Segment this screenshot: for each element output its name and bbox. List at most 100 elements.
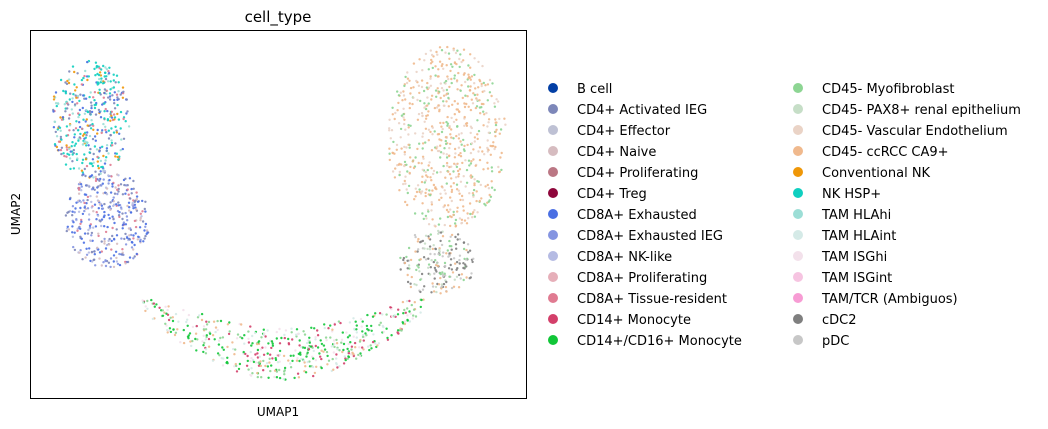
scatter-point [284, 329, 288, 332]
scatter-point [79, 132, 82, 136]
scatter-point [402, 258, 405, 262]
scatter-point [450, 136, 453, 139]
scatter-point [443, 261, 447, 265]
scatter-point [480, 82, 483, 86]
scatter-point [408, 106, 411, 110]
scatter-point [259, 348, 263, 351]
scatter-point [438, 46, 442, 49]
legend-label: CD8A+ Exhausted IEG [577, 229, 723, 244]
scatter-point [431, 282, 434, 285]
scatter-point [473, 140, 476, 143]
scatter-point [113, 116, 117, 119]
scatter-point [440, 49, 444, 52]
scatter-point [119, 93, 122, 96]
scatter-point [83, 206, 86, 209]
scatter-point [143, 207, 146, 211]
scatter-point [312, 374, 315, 378]
scatter-point [83, 141, 86, 144]
scatter-point [422, 89, 426, 93]
scatter-point [329, 336, 332, 339]
scatter-point [68, 197, 72, 201]
scatter-point [287, 337, 290, 341]
scatter-point [390, 334, 393, 337]
scatter-point [447, 52, 451, 55]
scatter-point [84, 256, 87, 259]
scatter-point [100, 79, 103, 83]
scatter-point [449, 142, 452, 146]
scatter-point [94, 175, 97, 179]
scatter-point [406, 319, 409, 322]
scatter-point [349, 341, 352, 344]
scatter-point [85, 141, 89, 144]
scatter-point [92, 96, 95, 99]
scatter-point [283, 370, 286, 373]
scatter-point [450, 77, 453, 81]
scatter-point [417, 248, 420, 251]
scatter-point [408, 320, 412, 323]
plot-frame [30, 30, 527, 399]
scatter-point [427, 210, 430, 213]
scatter-point [111, 215, 114, 218]
scatter-point [165, 324, 168, 327]
scatter-point [431, 218, 434, 221]
scatter-point [247, 330, 250, 333]
scatter-point [449, 63, 453, 66]
scatter-point [428, 245, 432, 248]
scatter-point [350, 353, 353, 356]
scatter-point [93, 250, 96, 253]
scatter-point [421, 69, 424, 72]
scatter-point [414, 187, 417, 190]
scatter-point [81, 171, 85, 174]
scatter-point [231, 341, 234, 344]
scatter-point [462, 278, 465, 282]
scatter-point [390, 315, 394, 318]
scatter-point [82, 118, 85, 121]
scatter-point [374, 312, 377, 315]
scatter-point [486, 183, 489, 187]
scatter-point [424, 52, 428, 56]
scatter-point [477, 86, 480, 89]
scatter-point [470, 142, 474, 145]
scatter-point [299, 351, 302, 354]
scatter-point [377, 342, 381, 345]
scatter-point [393, 314, 396, 317]
scatter-point [103, 71, 107, 74]
scatter-point [89, 147, 92, 151]
scatter-point [82, 76, 85, 80]
scatter-point [434, 259, 437, 262]
scatter-point [145, 229, 149, 232]
scatter-point [289, 366, 293, 369]
scatter-point [442, 94, 446, 97]
scatter-point [450, 245, 453, 248]
scatter-point [123, 237, 126, 241]
legend-item: TAM HLAhi [793, 208, 891, 223]
scatter-point [346, 347, 349, 351]
scatter-point [447, 170, 450, 173]
scatter-point [133, 255, 136, 258]
scatter-point [391, 170, 395, 173]
scatter-point [113, 221, 116, 225]
scatter-point [462, 209, 465, 212]
scatter-point [453, 61, 457, 65]
scatter-point [126, 110, 129, 113]
scatter-point [431, 126, 434, 129]
scatter-point [444, 139, 447, 143]
scatter-point [421, 155, 425, 158]
scatter-point [428, 189, 431, 192]
scatter-point [144, 225, 147, 228]
scatter-point [106, 118, 110, 121]
scatter-point [442, 251, 445, 254]
scatter-point [126, 260, 130, 264]
scatter-point [207, 320, 211, 324]
scatter-point [454, 243, 458, 246]
scatter-point [94, 225, 98, 228]
scatter-point [431, 133, 434, 136]
scatter-point [89, 239, 93, 243]
scatter-point [426, 96, 429, 99]
legend-marker [793, 335, 803, 345]
scatter-point [71, 231, 74, 234]
scatter-point [421, 175, 424, 178]
scatter-point [78, 251, 81, 254]
scatter-point [289, 354, 292, 357]
